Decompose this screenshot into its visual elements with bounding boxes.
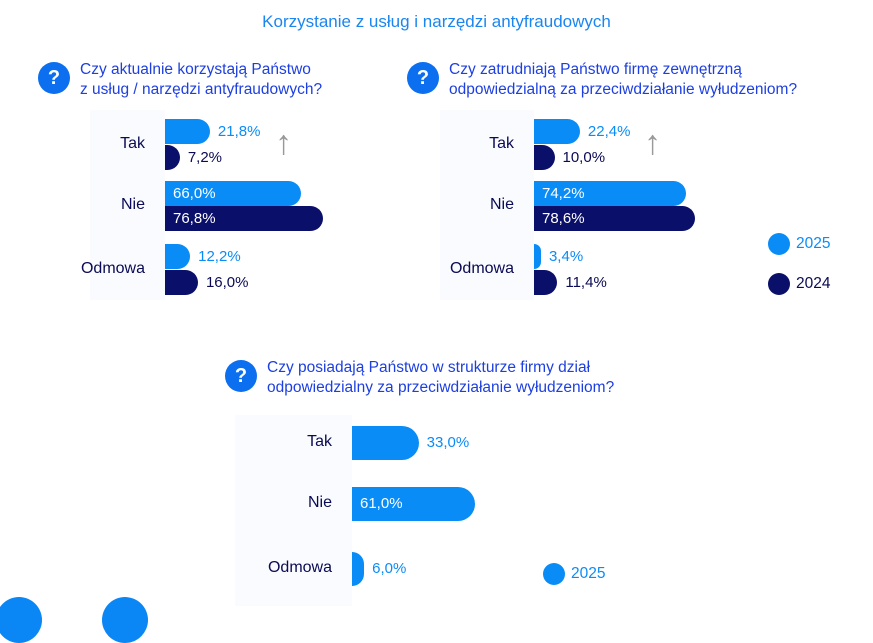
value-label: 22,4% [587, 122, 631, 140]
question-icon: ? [225, 360, 257, 392]
bar-2024 [534, 270, 558, 295]
legend-2025: 2025 [768, 233, 830, 255]
decorative-circle [0, 597, 42, 643]
question-line: z usług / narzędzi antyfraudowych? [80, 81, 323, 98]
legend-2025: 2025 [543, 563, 605, 585]
question-line: Czy zatrudniają Państwo firmę zewnętrzną [449, 61, 742, 78]
bar-2024 [534, 206, 696, 231]
question-1: ? Czy aktualnie korzystają Państwo z usłu… [38, 60, 322, 100]
value-label: 7,2% [187, 148, 223, 166]
question-icon: ? [38, 62, 70, 94]
category-label: Nie [489, 196, 514, 213]
legend-label: 2024 [796, 275, 831, 292]
category-label: Odmowa [80, 259, 145, 277]
category-label: Nie [307, 494, 332, 511]
legend-dot [768, 273, 790, 295]
bar-2024 [165, 145, 180, 170]
value-label: 11,4% [565, 273, 607, 291]
value-label: 61,0% [360, 495, 403, 512]
bar-2025 [165, 181, 301, 206]
bar-2025 [352, 552, 365, 586]
question-3: ? Czy posiadają Państwo w strukturze fir… [225, 358, 614, 398]
value-label: 76,8% [173, 209, 216, 227]
category-label: Odmowa [267, 559, 332, 576]
value-label: 33,0% [426, 434, 470, 451]
chart-band [90, 110, 165, 300]
arrow-up-icon: ↑ [644, 124, 661, 162]
arrow-up-icon: ↑ [275, 124, 292, 162]
question-2: ? Czy zatrudniają Państwo firmę zewnętrz… [407, 60, 797, 100]
value-label: 21,8% [217, 122, 261, 140]
value-label: 74,2% [542, 184, 585, 202]
legend-2024: 2024 [768, 273, 830, 295]
bar-2025 [534, 244, 541, 269]
question-icon: ? [407, 62, 439, 94]
legend-label: 2025 [571, 565, 606, 582]
value-label: 12,2% [198, 247, 241, 265]
value-label: 16,0% [205, 273, 249, 291]
question-line: Czy posiadają Państwo w strukturze firmy… [267, 359, 591, 376]
question-line: odpowiedzialny za przeciwdziałanie wyłud… [267, 379, 615, 396]
bar-2025 [165, 119, 210, 144]
bar-2024 [165, 270, 198, 295]
bar-2025 [165, 244, 191, 269]
value-label: 3,4% [548, 247, 584, 265]
value-label: 78,6% [542, 209, 585, 227]
legend-dot [768, 233, 790, 255]
value-label: 10,0% [562, 148, 606, 166]
question-line: odpowiedzialną za przeciwdziałanie wyłud… [449, 81, 798, 98]
bar-2025 [534, 181, 687, 206]
decorative-circle [102, 597, 148, 643]
category-label: Nie [120, 196, 145, 213]
category-label: Odmowa [449, 259, 514, 277]
category-label: Tak [120, 134, 145, 152]
page-title: Korzystanie z usług i narzędzi antyfraud… [262, 12, 611, 31]
value-label: 66,0% [173, 184, 216, 202]
bar-2025 [352, 426, 419, 460]
bar-2024 [534, 145, 555, 170]
chart-band [235, 415, 352, 606]
bar-2025 [352, 487, 476, 521]
legend-label: 2025 [796, 235, 831, 252]
category-label: Tak [489, 134, 514, 152]
value-label: 6,0% [372, 560, 407, 577]
bar-2024 [165, 206, 324, 231]
question-line: Czy aktualnie korzystają Państwo [80, 61, 311, 78]
legend-dot [543, 563, 565, 585]
category-label: Tak [307, 433, 332, 450]
chart-band [440, 110, 534, 300]
bar-2025 [534, 119, 580, 144]
